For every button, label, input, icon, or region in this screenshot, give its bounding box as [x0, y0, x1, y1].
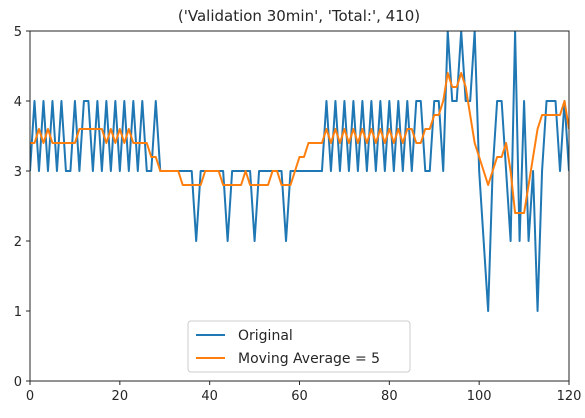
x-tick-label: 0: [26, 389, 34, 404]
x-axis: 0 20 40 60 80 100 120: [26, 381, 582, 404]
series-layer: [30, 31, 569, 312]
y-tick-label: 4: [14, 95, 22, 110]
legend-box: [187, 320, 411, 373]
legend: Original Moving Average = 5: [187, 320, 411, 373]
x-tick-label: 80: [381, 389, 398, 404]
series-line-original: [30, 31, 569, 312]
chart-title: ('Validation 30min', 'Total:', 410): [178, 7, 420, 25]
x-tick-label: 20: [112, 389, 129, 404]
y-tick-label: 5: [14, 25, 22, 40]
x-tick-label: 100: [467, 389, 492, 404]
y-tick-label: 1: [14, 305, 22, 320]
x-tick-label: 60: [291, 389, 308, 404]
y-tick-label: 0: [14, 375, 22, 390]
y-tick-label: 3: [14, 165, 22, 180]
series-line-moving-average: [30, 72, 569, 214]
y-tick-label: 2: [14, 235, 22, 250]
x-tick-label: 120: [557, 389, 582, 404]
x-tick-label: 40: [201, 389, 218, 404]
legend-label-original: Original: [238, 328, 293, 344]
legend-label-moving-average: Moving Average = 5: [238, 351, 380, 367]
y-axis: 0 1 2 3 4 5: [14, 25, 30, 390]
